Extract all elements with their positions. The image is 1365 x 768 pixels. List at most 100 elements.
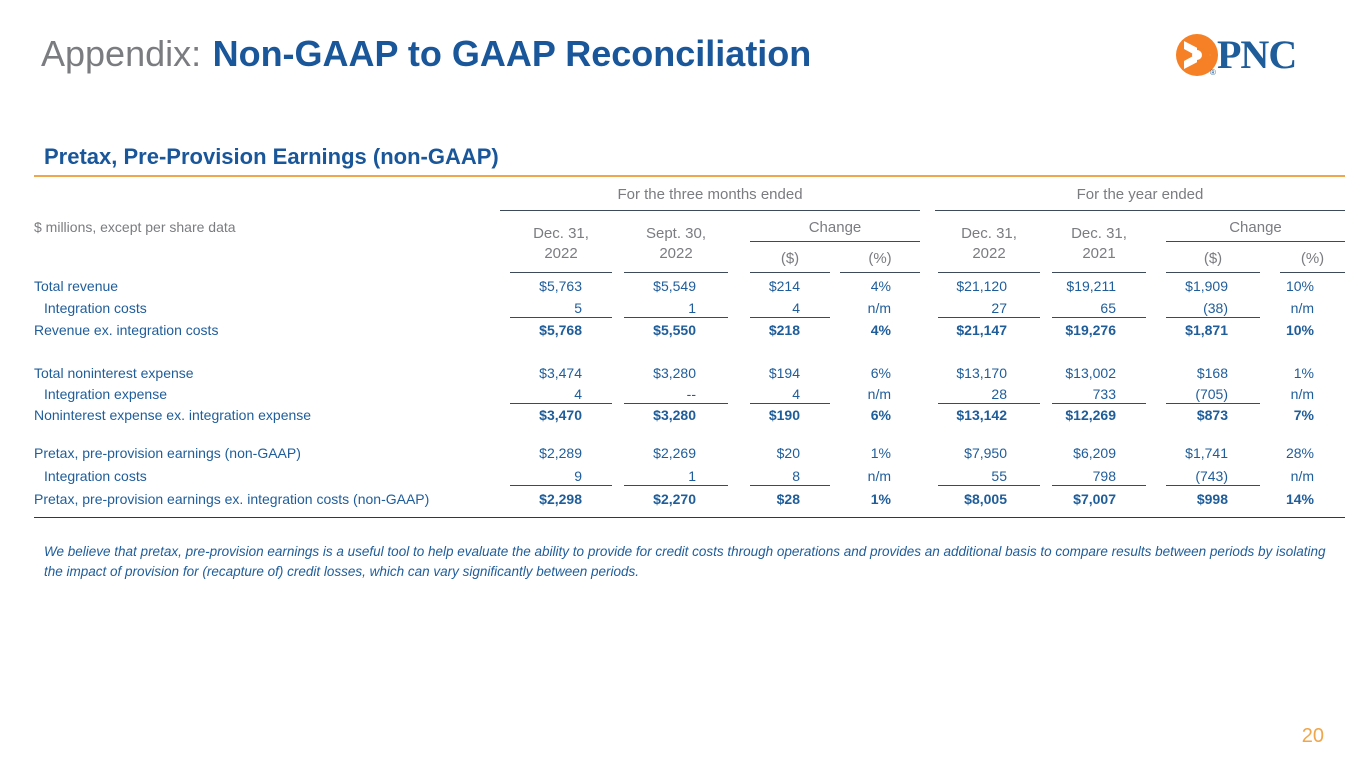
cell-q-change-pct: n/m	[867, 386, 891, 402]
cell-fy-2021: 65	[1100, 300, 1116, 316]
col-fy-change: Change	[1229, 219, 1282, 236]
cell-q-change-dollar: $190	[768, 407, 800, 423]
row-label: Integration costs	[44, 300, 147, 316]
cell-q-change-pct: n/m	[867, 468, 891, 484]
cell-q-change-dollar: 8	[792, 468, 800, 484]
cell-fy-2021: 733	[1092, 386, 1116, 402]
cell-fy-2022: $8,005	[964, 491, 1007, 507]
registered-mark: ®	[1210, 68, 1216, 77]
cell-q-change-dollar: $28	[776, 491, 800, 507]
cell-fy-2022: 55	[991, 468, 1007, 484]
subtotal-rule	[624, 317, 728, 318]
col-q3-2022-line1: Sept. 30,	[645, 225, 707, 242]
section-divider	[34, 175, 1345, 177]
cell-fy-2022: $13,170	[956, 365, 1007, 381]
cell-q4-2022: $5,763	[539, 278, 582, 294]
group-rule-year	[935, 210, 1345, 211]
cell-q-change-pct: n/m	[867, 300, 891, 316]
cell-fy-change-dollar: $1,871	[1185, 322, 1228, 338]
cell-q3-2022: $3,280	[653, 407, 696, 423]
cell-q-change-dollar: $194	[768, 365, 800, 381]
subtotal-rule	[938, 317, 1040, 318]
subtotal-rule	[510, 485, 612, 486]
subtotal-rule	[938, 485, 1040, 486]
cell-q-change-pct: 6%	[870, 407, 891, 423]
cell-fy-change-pct: n/m	[1290, 386, 1314, 402]
subtotal-rule	[510, 403, 612, 404]
cell-q3-2022: $5,550	[653, 322, 696, 338]
col-fy-2021-line1: Dec. 31,	[1071, 225, 1127, 242]
group-rule-three-months	[500, 210, 920, 211]
cell-fy-2022: $21,147	[956, 322, 1007, 338]
title-main: Non-GAAP to GAAP Reconciliation	[212, 33, 812, 74]
cell-fy-2022: $7,950	[964, 445, 1007, 461]
title-prefix: Appendix:	[41, 33, 202, 74]
subtotal-rule	[1052, 403, 1146, 404]
subtotal-rule	[938, 403, 1040, 404]
cell-fy-2021: $19,211	[1066, 278, 1116, 294]
cell-q-change-dollar: $218	[768, 322, 800, 338]
cell-q3-2022: 1	[688, 300, 696, 316]
col-rule-q-change-dollar	[750, 272, 830, 273]
section-title: Pretax, Pre-Provision Earnings (non-GAAP…	[44, 144, 499, 169]
cell-fy-2022: $21,120	[956, 278, 1007, 294]
pnc-logo-text: PNC	[1217, 32, 1297, 77]
col-rule-fy-change-pct	[1280, 272, 1345, 273]
cell-q3-2022: $2,270	[653, 491, 696, 507]
row-label: Integration costs	[44, 468, 147, 484]
cell-fy-change-pct: 1%	[1293, 365, 1314, 381]
cell-q4-2022: 4	[574, 386, 582, 402]
cell-fy-2021: $7,007	[1073, 491, 1116, 507]
subtotal-rule	[1052, 317, 1146, 318]
cell-q-change-pct: 4%	[870, 322, 891, 338]
cell-fy-2021: 798	[1092, 468, 1116, 484]
col-q-change: Change	[808, 219, 862, 236]
cell-fy-change-dollar: (743)	[1195, 468, 1228, 484]
col-fy-2022-line1: Dec. 31,	[961, 225, 1017, 242]
cell-q-change-dollar: 4	[792, 300, 800, 316]
col-q4-2022-line2: 2022	[544, 245, 578, 262]
cell-q-change-pct: 1%	[870, 491, 891, 507]
col-q-change-dollar: ($)	[780, 250, 800, 267]
cell-fy-change-pct: 7%	[1293, 407, 1314, 423]
subtotal-rule	[1052, 485, 1146, 486]
col-fy-change-pct: (%)	[1300, 250, 1325, 267]
page-title: Appendix: Non-GAAP to GAAP Reconciliatio…	[41, 30, 811, 79]
cell-q3-2022: 1	[688, 468, 696, 484]
cell-q-change-pct: 4%	[870, 278, 891, 294]
col-fy-change-dollar: ($)	[1203, 250, 1223, 267]
cell-q3-2022: $2,269	[653, 445, 696, 461]
subtotal-rule	[750, 403, 830, 404]
cell-fy-change-dollar: $998	[1196, 491, 1228, 507]
col-rule-fy-2022	[938, 272, 1040, 273]
table-bottom-rule	[34, 517, 1345, 518]
cell-fy-change-dollar: $1,741	[1185, 445, 1228, 461]
cell-fy-2021: $13,002	[1065, 365, 1116, 381]
subtotal-rule	[624, 403, 728, 404]
cell-fy-change-pct: n/m	[1290, 300, 1314, 316]
group-header-three-months: For the three months ended	[617, 186, 803, 203]
cell-q-change-dollar: $214	[768, 278, 800, 294]
row-label: Integration expense	[44, 386, 167, 402]
subtotal-rule	[510, 317, 612, 318]
cell-q-change-dollar: 4	[792, 386, 800, 402]
cell-q4-2022: 5	[574, 300, 582, 316]
row-label: Total noninterest expense	[34, 365, 194, 381]
cell-fy-change-dollar: $873	[1196, 407, 1228, 423]
cell-fy-change-dollar: (705)	[1195, 386, 1228, 402]
subtotal-rule	[1166, 317, 1260, 318]
pnc-logo-mark-icon	[1176, 34, 1218, 76]
cell-fy-2021: $12,269	[1065, 407, 1116, 423]
subtotal-rule	[1166, 485, 1260, 486]
cell-fy-change-pct: 14%	[1285, 491, 1314, 507]
row-label: Pretax, pre-provision earnings ex. integ…	[34, 491, 430, 507]
cell-fy-2022: 28	[991, 386, 1007, 402]
col-fy-2021-line2: 2021	[1082, 245, 1116, 262]
cell-q4-2022: $2,289	[539, 445, 582, 461]
cell-fy-change-pct: n/m	[1290, 468, 1314, 484]
cell-fy-2021: $19,276	[1065, 322, 1116, 338]
cell-fy-2021: $6,209	[1073, 445, 1116, 461]
cell-fy-2022: $13,142	[956, 407, 1007, 423]
cell-q4-2022: $3,474	[539, 365, 582, 381]
